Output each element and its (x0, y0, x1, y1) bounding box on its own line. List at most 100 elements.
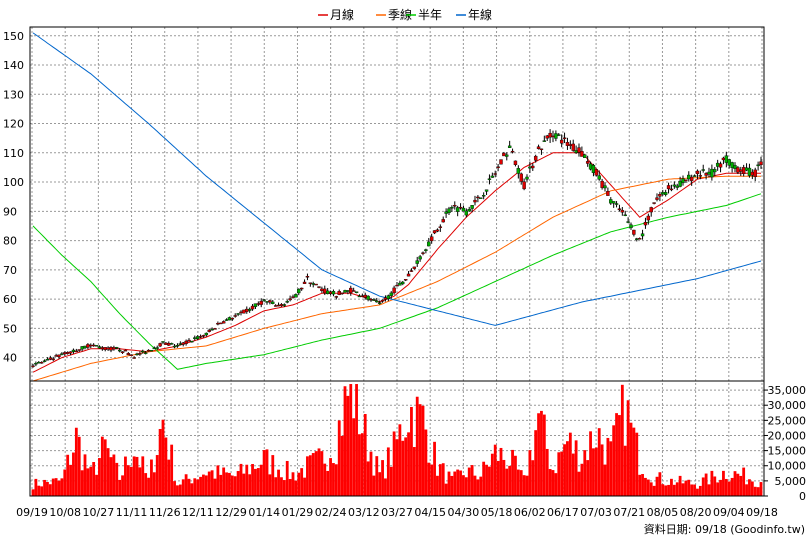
volume-bar (646, 479, 650, 496)
volume-bar (46, 481, 49, 496)
candle-body (230, 317, 235, 320)
date-tick-label: 10/08 (49, 506, 81, 519)
volume-bar (407, 432, 410, 496)
volume-bar (358, 434, 361, 496)
volume-bar (115, 462, 119, 496)
candle-body (502, 152, 506, 157)
volume-bar (696, 488, 699, 496)
candle-body (565, 142, 570, 146)
volume-bar (395, 439, 399, 496)
candlestick (184, 339, 188, 346)
candle-body (123, 349, 128, 352)
volume-bar (736, 473, 740, 496)
candle-body (611, 201, 616, 204)
volume-bar (722, 470, 725, 496)
candlestick (149, 349, 154, 352)
candle-body (216, 323, 220, 325)
volume-bar (658, 472, 662, 496)
candlestick (733, 162, 737, 173)
date-tick-label: 12/11 (182, 506, 214, 519)
candlestick (675, 183, 679, 191)
candle-body (505, 154, 509, 157)
candle-body (268, 300, 272, 303)
volume-bar (251, 464, 254, 496)
volume-bar (609, 441, 613, 496)
volume-bar (34, 478, 38, 496)
candlestick (684, 179, 688, 183)
candlestick (484, 189, 489, 195)
volume-tick-label: 20,000 (768, 429, 807, 442)
volume-bar (401, 440, 405, 496)
volume-bar (317, 448, 321, 496)
candle-body (692, 175, 697, 177)
candlestick (262, 298, 266, 303)
volume-bar (410, 406, 413, 496)
volume-bar (580, 463, 584, 496)
volume-bar (525, 475, 529, 496)
candle-body (453, 205, 457, 207)
candlestick (490, 172, 495, 178)
candle-body (276, 304, 281, 307)
volume-bar (531, 460, 535, 496)
candlestick (554, 130, 558, 142)
volume-bar (323, 463, 327, 496)
candle-body (678, 180, 682, 187)
candlestick (730, 161, 734, 173)
candlestick (721, 156, 726, 165)
candle-body (146, 349, 151, 352)
candle-body (698, 175, 703, 177)
candlestick (343, 289, 347, 293)
candle-body (415, 260, 419, 264)
candle-body (314, 283, 318, 286)
candlestick (380, 299, 385, 303)
candle-body (661, 192, 665, 195)
candlestick (432, 230, 437, 235)
volume-bar (222, 467, 226, 496)
candle-body (380, 299, 385, 302)
candle-body (603, 185, 607, 189)
candlestick (91, 343, 96, 347)
candlestick (568, 140, 573, 150)
candle-body (224, 319, 229, 321)
volume-bar (748, 479, 751, 496)
volume-bar (326, 470, 330, 496)
candlestick (710, 164, 714, 181)
volume-bar (346, 395, 350, 496)
candle-body (525, 176, 529, 180)
volume-bar (164, 437, 168, 496)
volume-bar (384, 478, 387, 496)
candlestick (42, 359, 47, 363)
volume-bar (265, 449, 269, 496)
candle-body (421, 252, 425, 254)
volume-bar (488, 466, 491, 496)
volume-bar (684, 480, 688, 496)
volume-bar (514, 455, 517, 496)
volume-bar (652, 485, 656, 496)
candlestick (233, 313, 237, 318)
volume-bar (184, 474, 188, 496)
candle-body (351, 290, 356, 292)
volume-bar (623, 445, 627, 496)
volume-bar (678, 475, 682, 496)
candlestick (750, 169, 755, 180)
candlestick (701, 164, 705, 173)
volume-bar (297, 472, 301, 496)
candle-body (649, 207, 653, 213)
volume-bar (196, 479, 200, 496)
candle-body (643, 221, 648, 226)
candle-body (609, 199, 613, 204)
candle-body (554, 133, 558, 139)
volume-bar (132, 456, 136, 496)
candlestick (57, 354, 61, 359)
candlestick (438, 224, 443, 232)
candlestick (126, 352, 131, 356)
candlestick (658, 191, 662, 202)
candle-body (730, 162, 734, 168)
volume-bar (334, 464, 338, 496)
candle-body (340, 292, 344, 295)
footer-note: 資料日期: 09/18 (Goodinfo.tw) (644, 522, 805, 536)
candle-body (169, 343, 174, 345)
candle-body (331, 291, 336, 295)
volume-tick-label: 5,000 (775, 475, 807, 488)
candle-body (713, 169, 717, 173)
